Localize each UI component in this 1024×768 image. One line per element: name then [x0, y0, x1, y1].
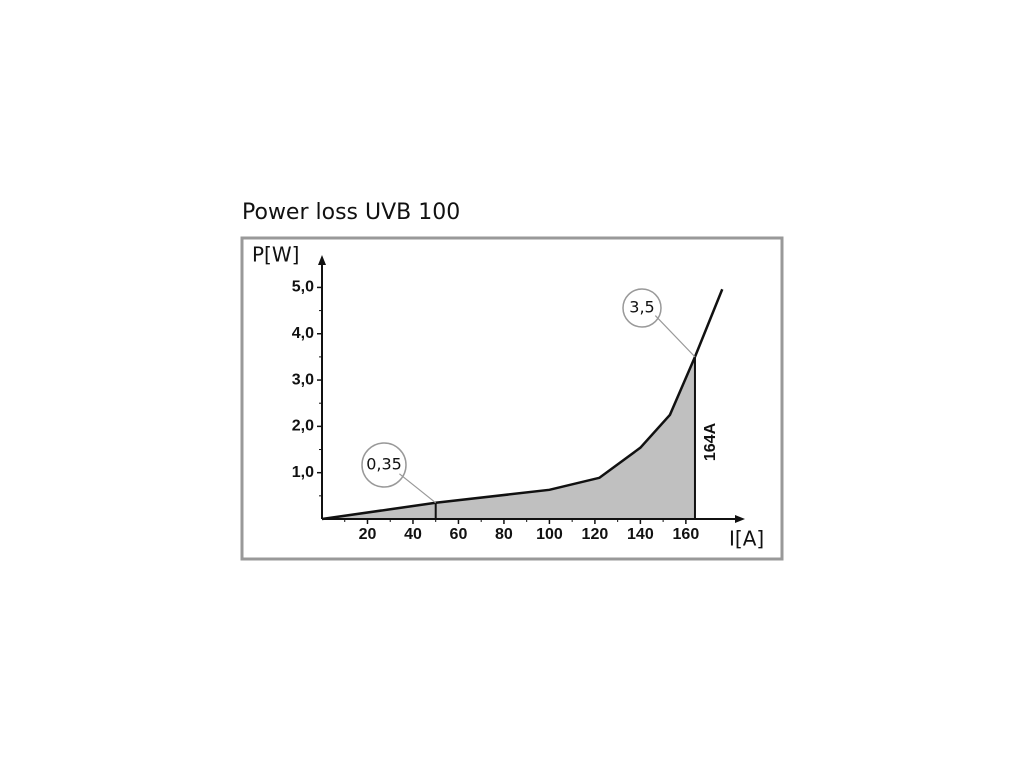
y-tick-label: 1,0 — [292, 464, 314, 481]
x-tick-label: 140 — [627, 526, 654, 543]
callout-circle — [361, 442, 407, 488]
x-tick-label: 120 — [582, 526, 609, 543]
chart-title: Power loss UVB 100 — [242, 200, 460, 225]
callout-circle — [622, 288, 662, 328]
callout-leader — [654, 315, 696, 358]
shaded-area — [322, 356, 695, 519]
line — [321, 288, 724, 521]
x-tick-label: 80 — [495, 526, 513, 543]
x-tick-label: 60 — [450, 526, 468, 543]
x-arrow — [735, 515, 745, 523]
frame — [240, 236, 784, 561]
y-axis-label: P[W] — [252, 243, 299, 267]
x-tick-label: 160 — [673, 526, 700, 543]
callout-label: 3,5 — [629, 298, 654, 317]
callout-leader — [399, 473, 437, 504]
y-tick-label: 5,0 — [292, 279, 314, 296]
y-arrow — [318, 255, 326, 265]
x-tick-label: 100 — [536, 526, 563, 543]
y-tick-label: 3,0 — [292, 371, 314, 388]
limit-label: 164A — [702, 422, 719, 461]
callout-label: 0,35 — [366, 455, 402, 474]
x-tick-label: 40 — [404, 526, 422, 543]
x-axis-label: I[A] — [729, 527, 764, 551]
x-tick-label: 20 — [359, 526, 377, 543]
y-tick-label: 2,0 — [292, 418, 314, 435]
y-tick-label: 4,0 — [292, 325, 314, 342]
